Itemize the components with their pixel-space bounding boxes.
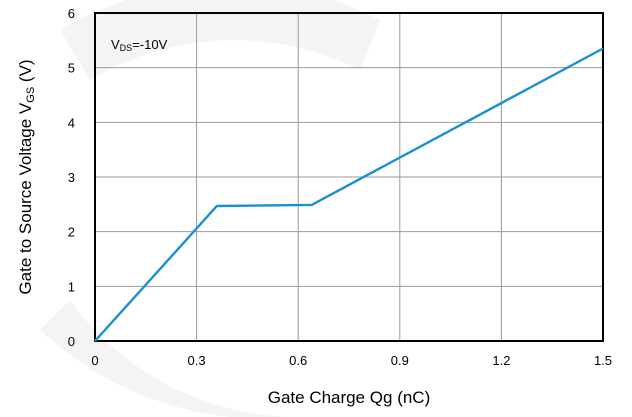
plot-frame bbox=[94, 12, 604, 342]
x-tick-label: 1.5 bbox=[594, 353, 612, 368]
y-axis-label: Gate to Source Voltage VGS (V) bbox=[16, 59, 37, 294]
series-line bbox=[94, 47, 604, 342]
x-tick-label: 1.2 bbox=[492, 353, 510, 368]
x-axis-label: Gate Charge Qg (nC) bbox=[268, 388, 431, 407]
y-tick-labels: 0 1 2 3 4 5 6 bbox=[68, 6, 75, 349]
y-tick-label: 0 bbox=[68, 334, 75, 349]
watermark bbox=[40, 0, 380, 417]
grid bbox=[94, 12, 604, 342]
y-tick-label: 4 bbox=[68, 115, 75, 130]
x-tick-label: 0.9 bbox=[391, 353, 409, 368]
y-tick-label: 6 bbox=[68, 6, 75, 21]
x-tick-labels: 0 0.3 0.6 0.9 1.2 1.5 bbox=[91, 353, 612, 368]
x-tick-label: 0.6 bbox=[289, 353, 307, 368]
x-tick-label: 0 bbox=[91, 353, 98, 368]
y-tick-label: 3 bbox=[68, 170, 75, 185]
y-tick-label: 1 bbox=[68, 279, 75, 294]
y-tick-label: 2 bbox=[68, 225, 75, 240]
y-tick-label: 5 bbox=[68, 61, 75, 76]
vds-annotation: VDS=-10V bbox=[111, 37, 168, 53]
x-tick-label: 0.3 bbox=[188, 353, 206, 368]
series-layer bbox=[94, 47, 604, 342]
